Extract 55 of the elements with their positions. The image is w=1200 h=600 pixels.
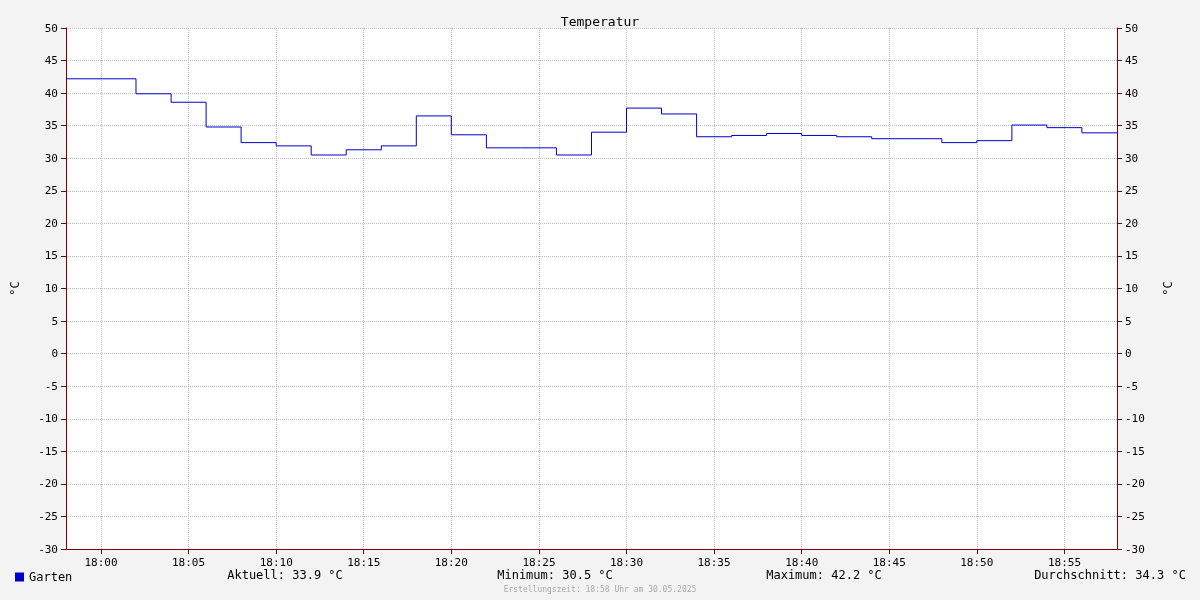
y2-tick-label: -15 — [1125, 444, 1145, 458]
x-tick-label: 18:30 — [609, 556, 644, 569]
y2-tick-label: 25 — [1125, 184, 1139, 198]
chart-title: Temperatur — [560, 14, 640, 29]
y2-axis-title: °C — [1161, 281, 1175, 296]
y2-tick-label: -5 — [1125, 379, 1139, 393]
text: Durchschnitt: 34.3 °C — [1034, 568, 1186, 582]
y2-tick-label: 5 — [1125, 314, 1132, 328]
y-tick-label: -5 — [44, 379, 58, 393]
y2-tick-label: 15 — [1125, 249, 1139, 263]
y-tick-label: 30 — [44, 151, 58, 165]
y2-tick-label: 30 — [1125, 151, 1139, 165]
y2-tick-label: -20 — [1125, 477, 1145, 491]
y2-tick-label: 35 — [1125, 119, 1139, 133]
y-tick-label: -25 — [38, 509, 58, 523]
text: Aktuell: 33.9 °C — [227, 568, 343, 582]
x-tick-label: 18:45 — [872, 556, 906, 569]
y2-tick-label: 50 — [1125, 21, 1139, 35]
y-tick-label: 10 — [44, 282, 58, 295]
y2-tick-label: -10 — [1125, 412, 1145, 426]
y-tick-label: 15 — [44, 249, 58, 263]
y-tick-label: -30 — [38, 542, 58, 556]
y2-tick-label: 0 — [1125, 347, 1132, 361]
y2-tick-label: 10 — [1125, 282, 1139, 295]
y-tick-label: 35 — [44, 119, 58, 133]
x-tick-label: 18:35 — [697, 556, 731, 569]
x-tick-label: 18:50 — [960, 556, 994, 569]
y-tick-label: -10 — [38, 412, 58, 426]
y2-tick-label: 40 — [1125, 86, 1139, 100]
y2-tick-label: 20 — [1125, 216, 1139, 230]
text: Minimum: 30.5 °C — [497, 568, 613, 582]
x-tick-label: 18:15 — [347, 556, 381, 569]
y-tick-label: 45 — [44, 54, 58, 68]
x-tick-label: 18:25 — [522, 556, 556, 569]
y-tick-label: 5 — [51, 314, 58, 328]
y-tick-label: -15 — [38, 444, 58, 458]
y-tick-label: 40 — [44, 86, 58, 100]
x-tick-label: 18:05 — [171, 556, 206, 569]
y-tick-label: 0 — [51, 347, 58, 361]
x-tick-label: 18:20 — [434, 556, 468, 569]
x-tick-label: 18:00 — [84, 556, 118, 569]
x-tick-label: 18:55 — [1047, 556, 1082, 569]
y2-tick-label: -30 — [1125, 542, 1145, 556]
y-tick-label: 50 — [44, 21, 58, 35]
x-tick-label: 18:40 — [785, 556, 819, 569]
y-axis-title: °C — [8, 281, 22, 296]
y2-tick-label: 45 — [1125, 54, 1139, 68]
text: Erstellungszeit: 18:58 Uhr am 30.05.2025 — [503, 584, 697, 594]
y-tick-label: 20 — [44, 216, 58, 230]
x-tick-label: 18:10 — [259, 556, 293, 569]
legend-label: Garten — [29, 570, 73, 584]
text: Maximum: 42.2 °C — [766, 568, 882, 582]
y-tick-label: -20 — [38, 477, 58, 491]
y2-tick-label: -25 — [1125, 509, 1145, 523]
y-tick-label: 25 — [44, 184, 58, 198]
